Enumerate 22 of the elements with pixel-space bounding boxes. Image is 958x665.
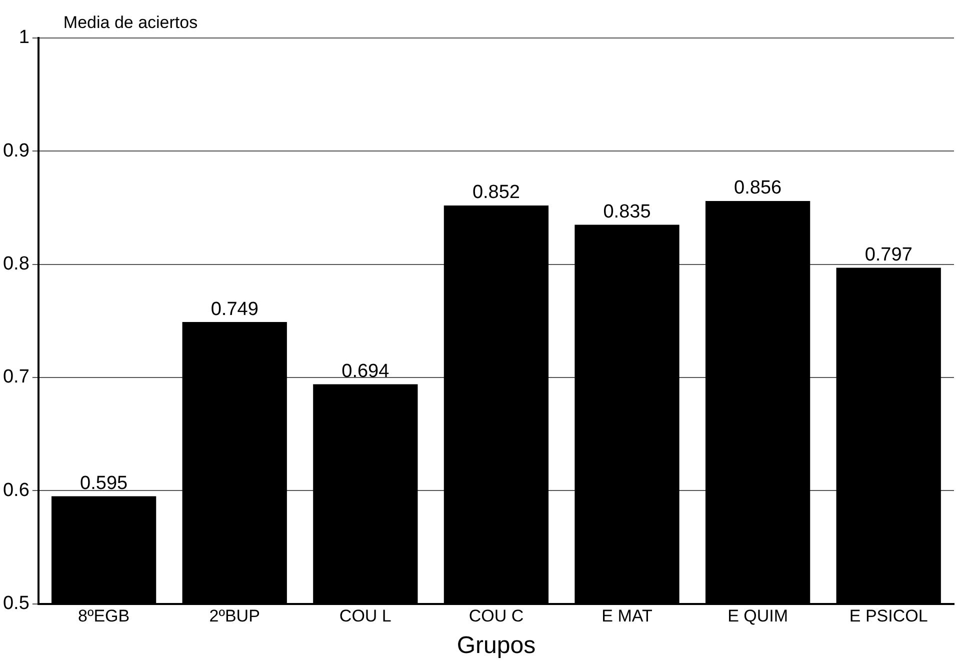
y-tick-label: 0.6 [2,480,30,501]
y-tick-label: 1 [18,27,30,48]
y-tick-label: 0.5 [2,593,30,614]
y-tick-label: 0.8 [2,254,30,275]
data-label: 0.749 [210,298,258,320]
x-tick-label: E PSICOL [849,606,928,626]
x-tick-label: COU L [339,606,392,626]
data-label: 0.797 [864,244,912,266]
y-tick-label: 0.7 [2,366,30,388]
data-label: 0.595 [80,473,128,494]
x-tick-label: COU C [468,606,524,626]
data-label: 0.835 [603,201,651,222]
x-axis-title: Grupos [456,632,536,660]
data-label: 0.856 [734,178,782,199]
x-tick-label: E QUIM [728,606,788,626]
y-tick-label: 0.9 [2,140,30,162]
x-tick-label: 2ºBUP [209,606,260,626]
y-axis-title: Media de aciertos [63,13,198,32]
x-tick-label: E MAT [602,606,652,626]
x-tick-label: 8ºEGB [78,606,130,626]
data-label: 0.694 [342,361,390,382]
data-label: 0.852 [472,182,520,204]
